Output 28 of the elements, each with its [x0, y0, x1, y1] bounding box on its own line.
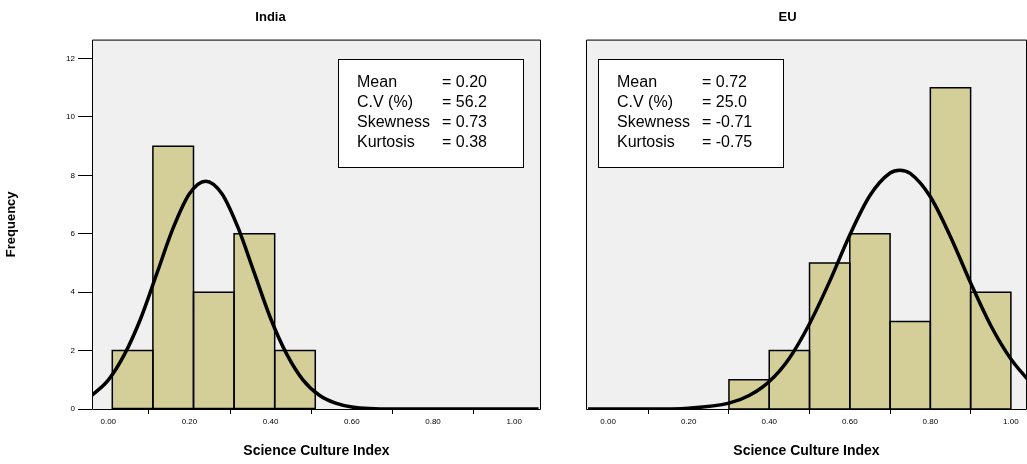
y-tick-label: 4	[70, 287, 76, 297]
x-tick-label: 0.60	[842, 417, 859, 426]
x-tick-label: 0.20	[680, 417, 698, 426]
x-tick-label: 0.40	[761, 417, 778, 426]
y-tick-label: 8	[70, 170, 76, 180]
x-tick-label: 0.20	[181, 417, 198, 426]
y-tick-label: 12	[66, 53, 76, 63]
chart-title: EU	[778, 9, 797, 25]
x-tick-label: 0.00	[600, 417, 617, 426]
x-tick-label: 0.60	[344, 417, 361, 426]
x-tick-label: 1.00	[1003, 417, 1020, 426]
annotation: Skewness = -0.71	[617, 112, 753, 132]
stats-box: Mean = 0.20 C.V (%) = 56.2 Skewness = 0.73 Kurtosis = 0.38	[338, 59, 524, 168]
x-axis-title: Science Culture Index	[733, 442, 880, 459]
y-tick-label: 6	[70, 228, 76, 238]
y-tick-label: 10	[66, 112, 76, 122]
x-tick-label: 0.80	[922, 417, 939, 426]
x-tick-label: 0.80	[425, 417, 442, 426]
x-axis-title: Science Culture Index	[243, 442, 390, 459]
y-tick-label: 0	[70, 404, 76, 414]
x-tick-label: 0.40	[262, 417, 279, 426]
x-tick-label: 0.00	[100, 417, 117, 426]
y-tick-label: 2	[70, 345, 76, 355]
chart-title: India	[255, 9, 287, 25]
x-tick-label: 1.00	[506, 417, 523, 426]
stats-box: Mean = 0.72 C.V (%) = 25.0 Skewness = -0.71 Kurtosis = -0.75	[598, 59, 784, 168]
annotation: Skewness = 0.73	[357, 112, 487, 132]
y-axis-title: Frequency	[3, 190, 19, 258]
